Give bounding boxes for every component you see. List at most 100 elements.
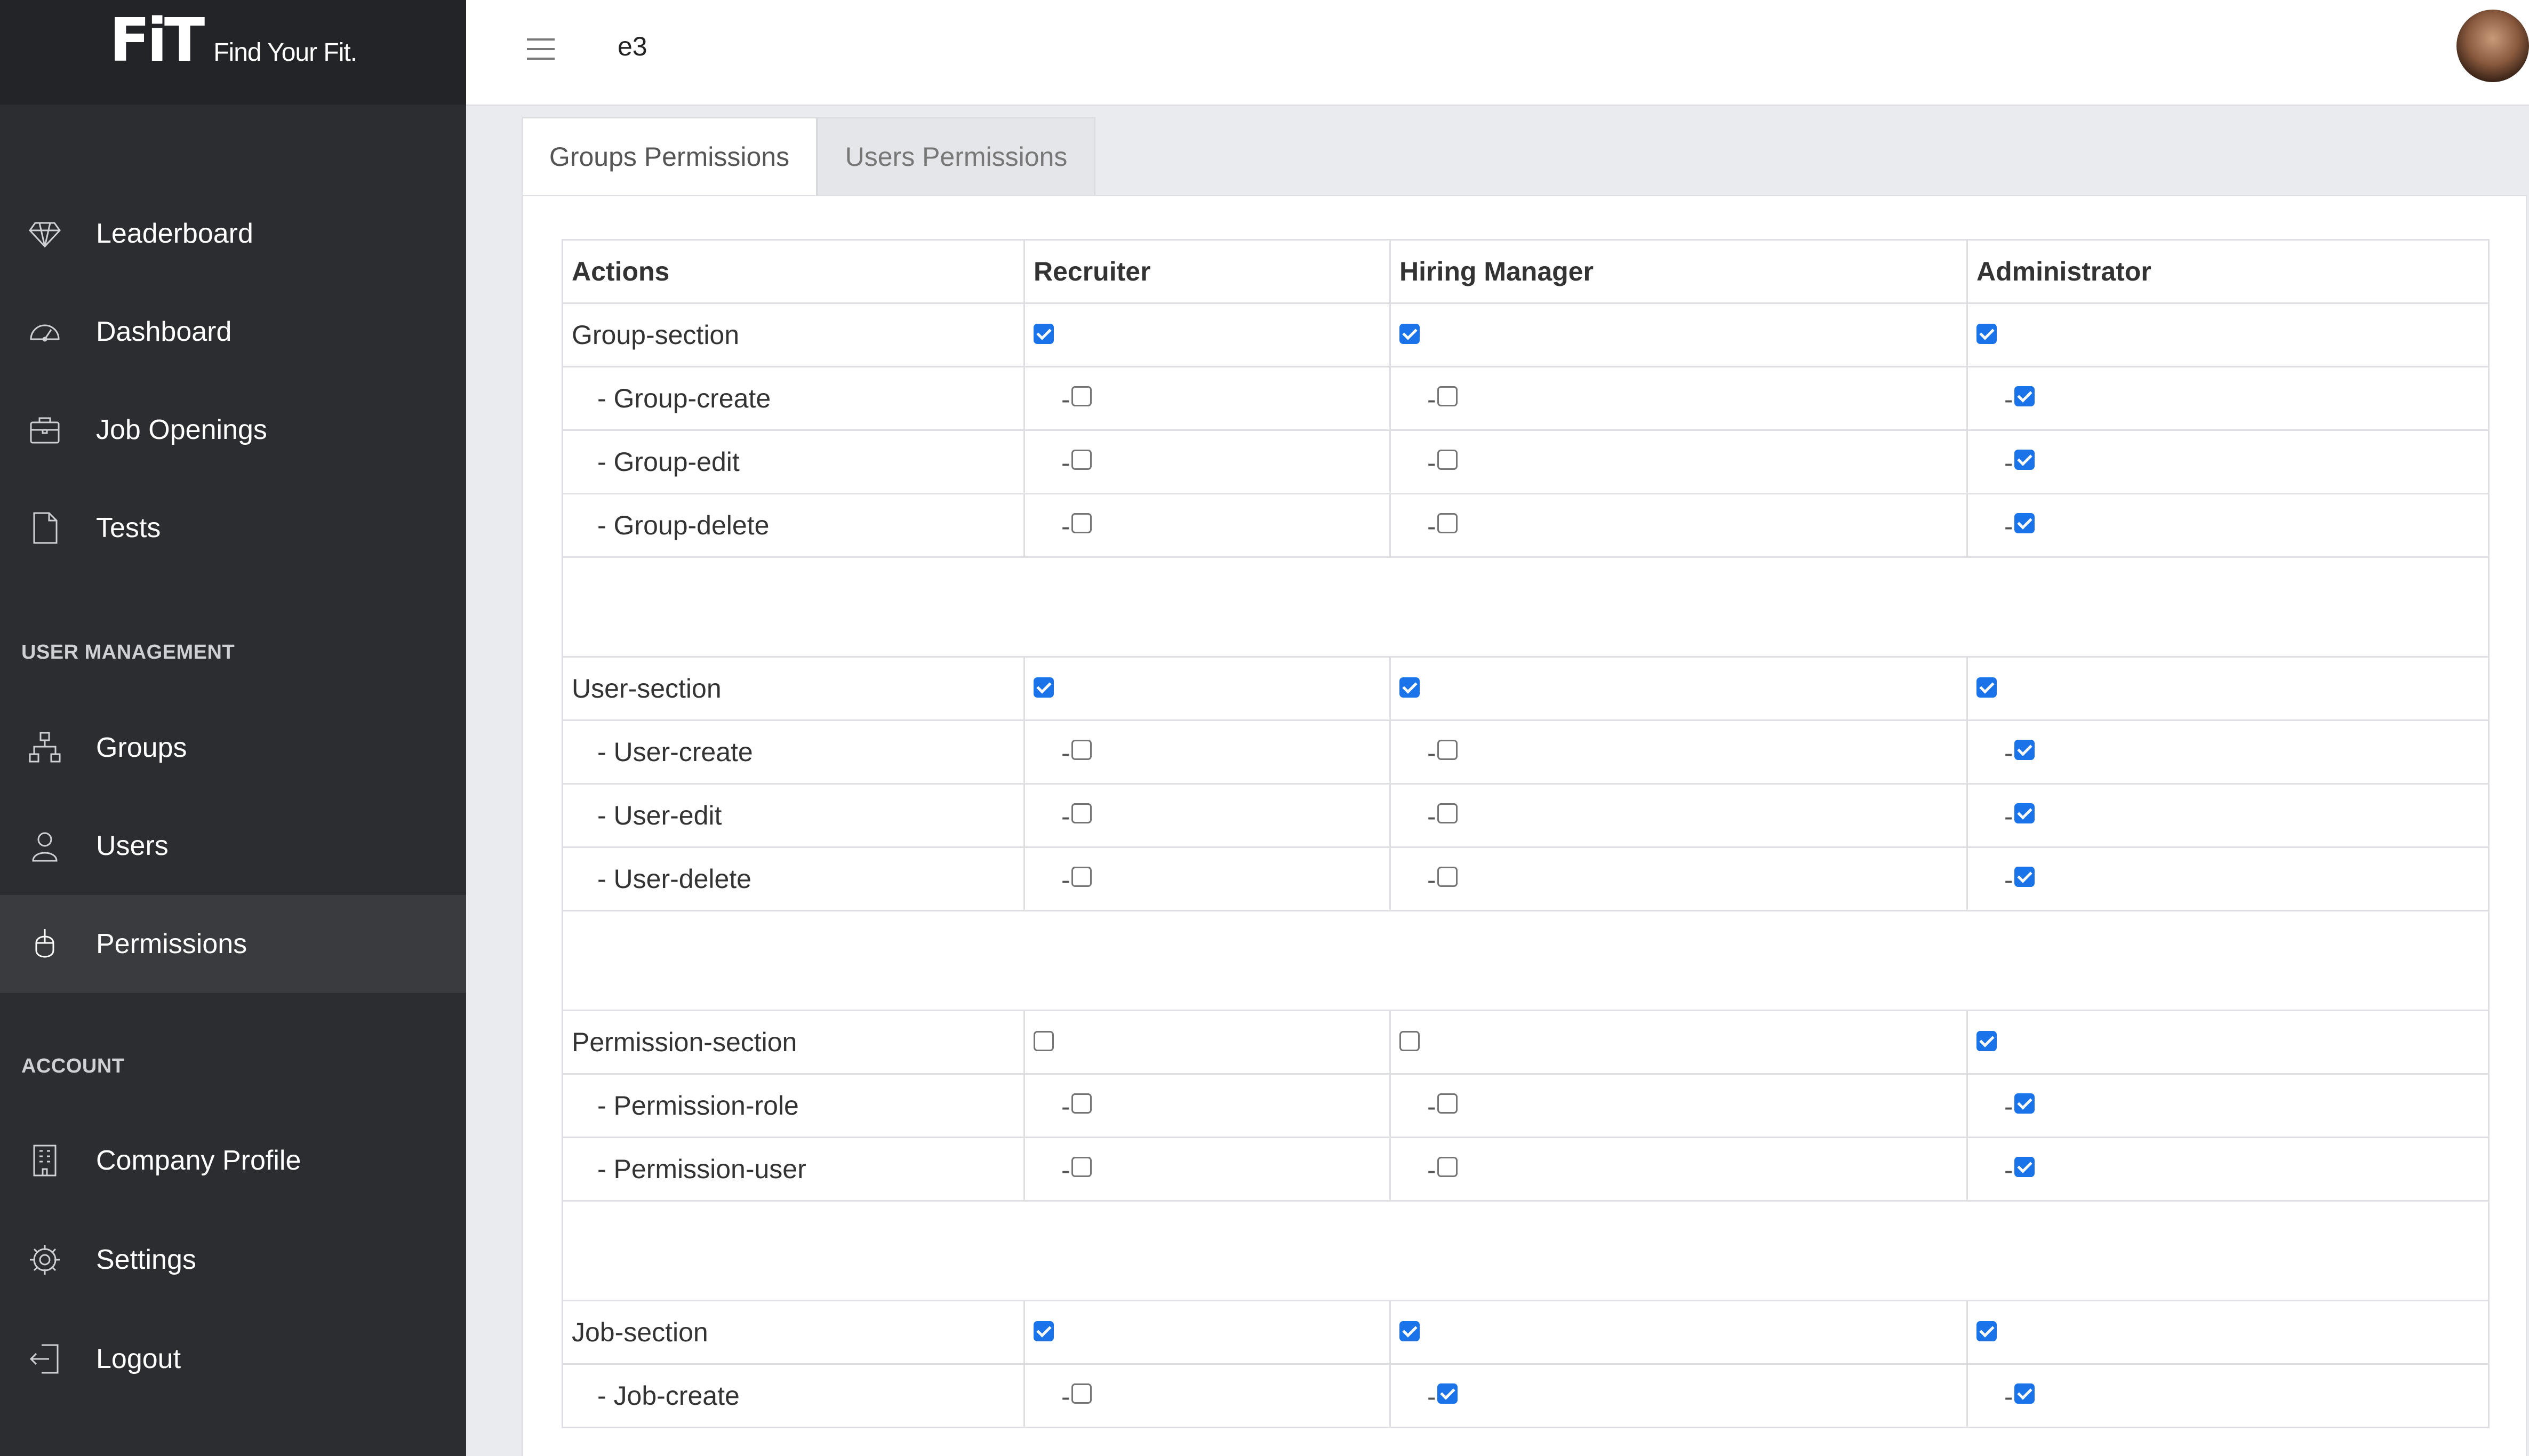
permission-checkbox[interactable] <box>2014 386 2035 406</box>
permission-cell <box>1389 1300 1968 1365</box>
permission-checkbox[interactable] <box>1071 1383 1092 1404</box>
permission-checkbox[interactable] <box>1976 677 1997 698</box>
sidebar-item-settings[interactable]: Settings <box>0 1211 466 1309</box>
permission-checkbox[interactable] <box>1437 386 1458 406</box>
permission-checkbox[interactable] <box>1034 1030 1054 1051</box>
sub-item-dash: - <box>1061 384 1070 414</box>
permission-checkbox[interactable] <box>2014 1093 2035 1114</box>
permission-checkbox[interactable] <box>2014 449 2035 470</box>
sub-item-dash: - <box>1061 447 1070 478</box>
permission-checkbox[interactable] <box>1399 677 1420 698</box>
sidebar-item-groups[interactable]: Groups <box>0 699 466 797</box>
permission-checkbox[interactable] <box>1034 323 1054 344</box>
permission-cell <box>1023 302 1391 367</box>
gear-icon <box>28 1243 62 1277</box>
brand-logo[interactable]: FiT <box>109 6 205 75</box>
mouse-icon <box>28 927 62 961</box>
permission-checkbox[interactable] <box>1071 513 1092 533</box>
permission-cell: - <box>1023 366 1391 431</box>
permission-checkbox[interactable] <box>2014 1383 2035 1404</box>
sub-item-dash: - <box>1061 1381 1070 1412</box>
tab-groups-permissions[interactable]: Groups Permissions <box>522 117 817 195</box>
permission-checkbox[interactable] <box>2014 739 2035 760</box>
permission-checkbox[interactable] <box>1071 866 1092 887</box>
permission-checkbox[interactable] <box>2014 1156 2035 1177</box>
sub-item-dash: - <box>2004 1155 2013 1185</box>
avatar[interactable] <box>2456 10 2529 82</box>
permission-checkbox[interactable] <box>1071 1156 1092 1177</box>
sidebar-item-dashboard[interactable]: Dashboard <box>0 283 466 381</box>
permission-checkbox[interactable] <box>1034 1321 1054 1341</box>
permission-checkbox[interactable] <box>1437 1156 1458 1177</box>
hierarchy-icon <box>28 731 62 765</box>
permission-cell: - <box>1023 429 1391 494</box>
permission-checkbox[interactable] <box>1399 323 1420 344</box>
permission-checkbox[interactable] <box>1437 803 1458 823</box>
page-title: e3 <box>618 31 647 61</box>
permission-checkbox[interactable] <box>1071 449 1092 470</box>
permission-checkbox[interactable] <box>1071 739 1092 760</box>
permission-action-label: - Job-create <box>562 1363 1025 1428</box>
permission-cell: - <box>1023 1073 1391 1138</box>
permission-checkbox[interactable] <box>1976 1321 1997 1341</box>
sidebar-item-leaderboard[interactable]: Leaderboard <box>0 185 466 283</box>
sidebar: FiT Find Your Fit. Leaderboard Dashboard… <box>0 0 466 1456</box>
permission-checkbox[interactable] <box>1071 1093 1092 1114</box>
hamburger-menu-icon[interactable] <box>525 33 557 65</box>
permission-checkbox[interactable] <box>1437 513 1458 533</box>
permission-checkbox[interactable] <box>1034 677 1054 698</box>
sub-item-dash: - <box>1427 1091 1436 1122</box>
permission-cell: - <box>1023 1137 1391 1202</box>
tab-users-permissions[interactable]: Users Permissions <box>817 117 1095 195</box>
permission-checkbox[interactable] <box>1437 866 1458 887</box>
sidebar-item-label: Settings <box>96 1244 196 1275</box>
permission-cell: - <box>1966 429 2490 494</box>
sidebar-item-permissions[interactable]: Permissions <box>0 895 466 993</box>
table-row: Permission-section <box>562 1010 2490 1075</box>
sidebar-item-company-profile[interactable]: Company Profile <box>0 1111 466 1210</box>
document-icon <box>28 511 62 545</box>
sub-item-dash: - <box>2004 511 2013 541</box>
table-header-row: Actions Recruiter Hiring Manager Adminis… <box>562 239 2490 304</box>
sub-item-dash: - <box>1427 738 1436 768</box>
permission-cell: - <box>1389 719 1968 785</box>
permission-cell: - <box>1389 429 1968 494</box>
sidebar-item-tests[interactable]: Tests <box>0 479 466 577</box>
sidebar-item-logout[interactable]: Logout <box>0 1310 466 1408</box>
sub-item-dash: - <box>1061 865 1070 895</box>
permission-action-label: User-section <box>562 656 1025 721</box>
sub-item-dash: - <box>1061 511 1070 541</box>
permission-checkbox[interactable] <box>1437 449 1458 470</box>
permission-checkbox[interactable] <box>1437 739 1458 760</box>
permission-checkbox[interactable] <box>1437 1093 1458 1114</box>
permission-cell: - <box>1966 1137 2490 1202</box>
permission-checkbox[interactable] <box>1399 1321 1420 1341</box>
permission-cell: - <box>1966 719 2490 785</box>
permission-cell <box>1389 1010 1968 1075</box>
building-icon <box>28 1143 62 1178</box>
permission-action-label: - Group-edit <box>562 429 1025 494</box>
permission-cell: - <box>1023 719 1391 785</box>
sub-item-dash: - <box>2004 384 2013 414</box>
sidebar-item-job-openings[interactable]: Job Openings <box>0 381 466 479</box>
permission-checkbox[interactable] <box>2014 513 2035 533</box>
permission-checkbox[interactable] <box>2014 803 2035 823</box>
briefcase-icon <box>28 413 62 447</box>
permission-checkbox[interactable] <box>1071 386 1092 406</box>
permission-checkbox[interactable] <box>1976 1030 1997 1051</box>
sidebar-item-label: Groups <box>96 732 187 763</box>
permission-checkbox[interactable] <box>1976 323 1997 344</box>
column-header: Hiring Manager <box>1389 239 1968 304</box>
sub-item-dash: - <box>1427 1381 1436 1412</box>
table-spacer-row <box>562 556 2490 658</box>
permission-checkbox[interactable] <box>1399 1030 1420 1051</box>
sub-item-dash: - <box>1061 801 1070 831</box>
permission-checkbox[interactable] <box>2014 866 2035 887</box>
logout-icon <box>28 1342 62 1376</box>
sidebar-item-label: Logout <box>96 1343 181 1374</box>
permission-cell <box>1966 1010 2490 1075</box>
sidebar-item-users[interactable]: Users <box>0 797 466 895</box>
permission-checkbox[interactable] <box>1437 1383 1458 1404</box>
permission-checkbox[interactable] <box>1071 803 1092 823</box>
sub-item-dash: - <box>1427 865 1436 895</box>
